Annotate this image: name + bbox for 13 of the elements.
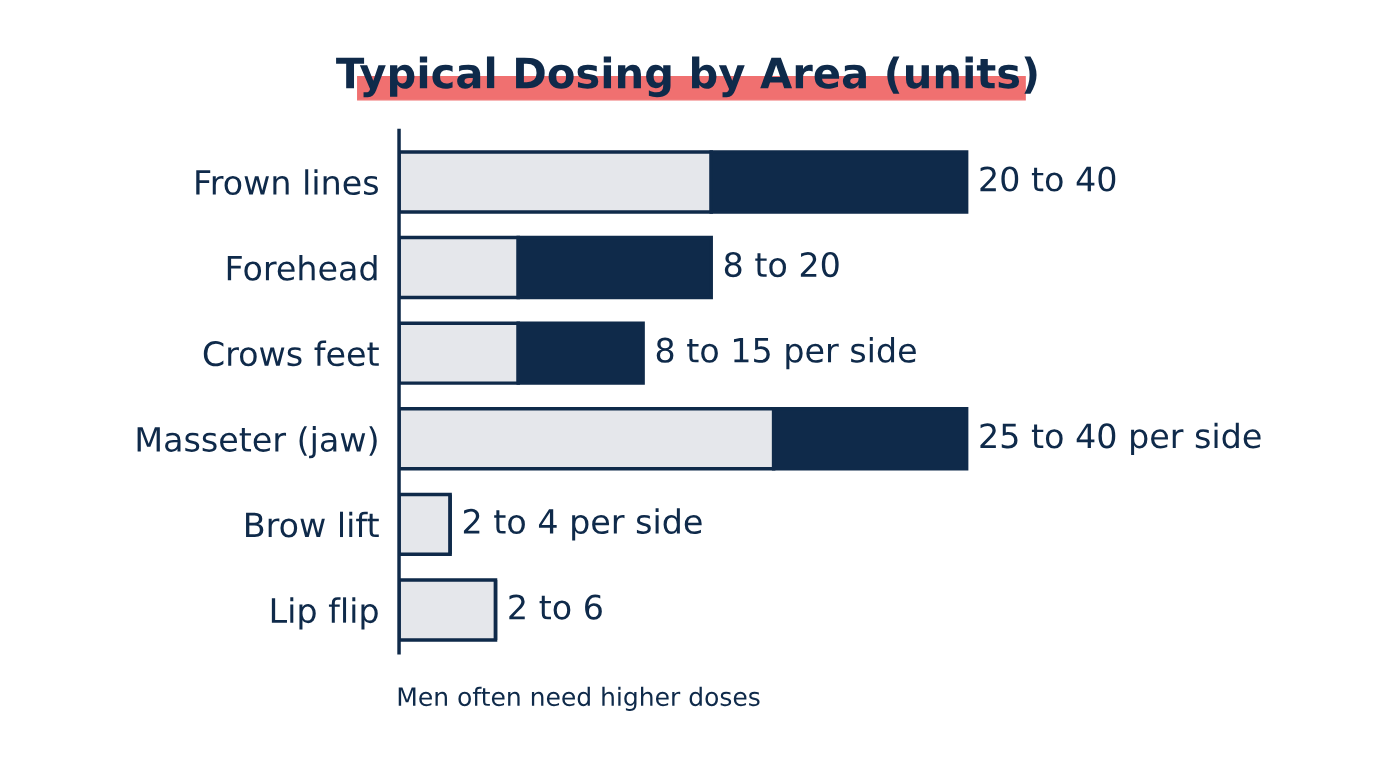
total-label: 2 to 4 per side [463,508,702,541]
total-label: 2 to 6 [509,594,602,620]
y-tick-label: Forehead [227,254,377,281]
y-tick-label: Lip flip [271,597,378,630]
total-label: 20 to 40 [980,166,1116,192]
total-label: 25 to 40 per side [980,422,1261,455]
total-label: 8 to 15 per side [656,337,916,370]
y-tick-label: Masseter (jaw) [137,426,377,459]
y-tick-label: Brow lift [246,511,379,538]
text: Men often need higher doses [398,686,760,711]
y-tick-label: Frown lines [196,169,378,196]
y-tick-label: Crows feet [203,340,379,367]
total-label: 8 to 20 [724,252,839,278]
